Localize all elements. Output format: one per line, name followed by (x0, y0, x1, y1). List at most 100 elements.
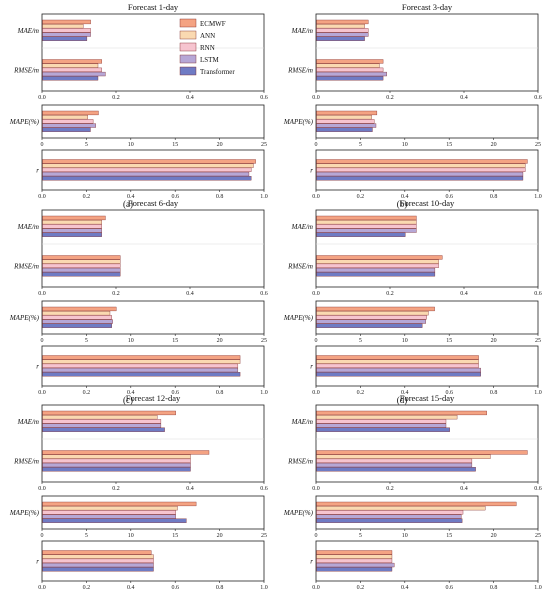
tick-label: 5 (359, 533, 362, 539)
panel-title: Forecast 1-day (128, 2, 179, 12)
tick-label: 0.6 (171, 390, 179, 396)
tick-label: 5 (85, 533, 88, 539)
legend-swatch-ann (179, 30, 197, 40)
tick-label: 0.0 (38, 95, 46, 101)
tick-label: 0.2 (112, 486, 120, 492)
tick-label: 20 (491, 338, 497, 344)
panel-label: (b) (397, 199, 408, 209)
tick-label: 0.0 (312, 291, 320, 297)
axes-frame (41, 209, 265, 288)
tick-label: 0.4 (460, 291, 468, 297)
bar-transformer-r (316, 372, 481, 377)
bar-ann-r (42, 163, 254, 168)
tick-label: 0 (315, 142, 318, 148)
bar-lstm-r (42, 171, 250, 177)
bar-transformer-rmsem (316, 272, 436, 277)
tick-label: 15 (172, 338, 178, 344)
bar-rnn-maem (316, 28, 369, 33)
tick-label: 5 (85, 142, 88, 148)
tick-label: 0.4 (186, 291, 194, 297)
tick-label: 0.6 (534, 486, 542, 492)
legend-label: LSTM (200, 56, 219, 64)
tick-label: 25 (535, 533, 541, 539)
bar-ann-maem (316, 24, 365, 29)
metric-label: MAPE(%) (9, 118, 40, 126)
metric-label: MAE/m (291, 27, 313, 35)
tick-label: 0.6 (171, 194, 179, 200)
panel-title: Forecast 3-day (402, 2, 453, 12)
tick-label: 0.2 (357, 194, 365, 200)
bar-rnn-rmsem (42, 67, 102, 72)
tick-label: 0.6 (445, 390, 453, 396)
bar-lstm-rmsem (42, 462, 191, 468)
bar-lstm-maem (316, 423, 447, 428)
panel-label: (c) (123, 395, 133, 405)
bar-transformer-maem (316, 232, 406, 237)
metric-label: r (310, 363, 313, 371)
tick-label: 15 (446, 533, 452, 539)
bar-lstm-r (42, 562, 154, 568)
bar-ecmwf-mape (42, 501, 197, 507)
bar-rnn-rmsem (42, 458, 191, 463)
tick-label: 20 (491, 142, 497, 148)
tick-label: 1.0 (260, 194, 268, 200)
tick-label: 10 (402, 142, 408, 148)
tick-label: 0 (41, 533, 44, 539)
metric-label: MAE/m (17, 418, 39, 426)
tick-label: 0.4 (460, 486, 468, 492)
bar-rnn-maem (42, 224, 102, 229)
metric-label: MAPE(%) (283, 509, 314, 517)
tick-label: 5 (359, 142, 362, 148)
metric-label: r (310, 167, 313, 175)
bar-ecmwf-mape (42, 110, 99, 116)
legend-label: Transformer (200, 68, 235, 76)
bar-transformer-maem (42, 427, 165, 432)
axes-frame (315, 149, 539, 191)
tick-label: 10 (128, 533, 134, 539)
bar-ann-rmsem (42, 63, 99, 68)
bar-ann-maem (316, 220, 417, 225)
chart-panel-2: Forecast 3-day MAE/m RMSE/m MAPE(%) r 0.0 0.2 0… (283, 2, 542, 209)
bar-ann-r (316, 554, 393, 559)
tick-label: 0.2 (112, 95, 120, 101)
bar-ecmwf-rmsem (42, 59, 102, 64)
panel-title: Forecast 12-day (126, 393, 181, 403)
tick-label: 20 (217, 142, 223, 148)
tick-label: 0.6 (445, 194, 453, 200)
bar-transformer-rmsem (42, 272, 121, 277)
metric-label: MAE/m (17, 223, 39, 231)
tick-label: 0 (315, 533, 318, 539)
bar-transformer-r (42, 372, 241, 377)
metric-label: MAPE(%) (9, 509, 40, 517)
bar-ecmwf-r (42, 159, 256, 164)
tick-label: 25 (261, 338, 267, 344)
legend-swatch-rnn (179, 42, 197, 52)
tick-label: 10 (402, 338, 408, 344)
metric-label: MAPE(%) (9, 314, 40, 322)
bar-lstm-maem (42, 32, 91, 37)
bar-transformer-mape (42, 518, 187, 523)
tick-label: 0.2 (357, 585, 365, 590)
axes-frame (315, 404, 539, 483)
chart-panel-3: Forecast 6-day MAE/m RMSE/m MAPE(%) r 0.0 0.2 0… (9, 198, 268, 405)
bar-ecmwf-maem (42, 410, 176, 416)
bar-lstm-mape (316, 514, 462, 519)
bar-ann-mape (42, 506, 178, 511)
bar-transformer-mape (316, 323, 423, 328)
axes-frame (315, 13, 539, 92)
tick-label: 0.6 (171, 585, 179, 590)
tick-label: 0.2 (83, 194, 91, 200)
tick-label: 20 (217, 533, 223, 539)
tick-label: 0 (41, 338, 44, 344)
bar-ecmwf-mape (316, 306, 435, 312)
bar-lstm-maem (42, 423, 162, 428)
bar-ecmwf-maem (316, 410, 487, 416)
bar-transformer-maem (42, 36, 88, 41)
tick-label: 1.0 (534, 585, 542, 590)
bar-ecmwf-r (42, 550, 152, 555)
bar-transformer-r (42, 567, 154, 572)
bar-rnn-mape (42, 510, 176, 515)
axes-frame (41, 345, 265, 387)
tick-label: 0.0 (312, 390, 320, 396)
tick-label: 0.2 (386, 95, 394, 101)
